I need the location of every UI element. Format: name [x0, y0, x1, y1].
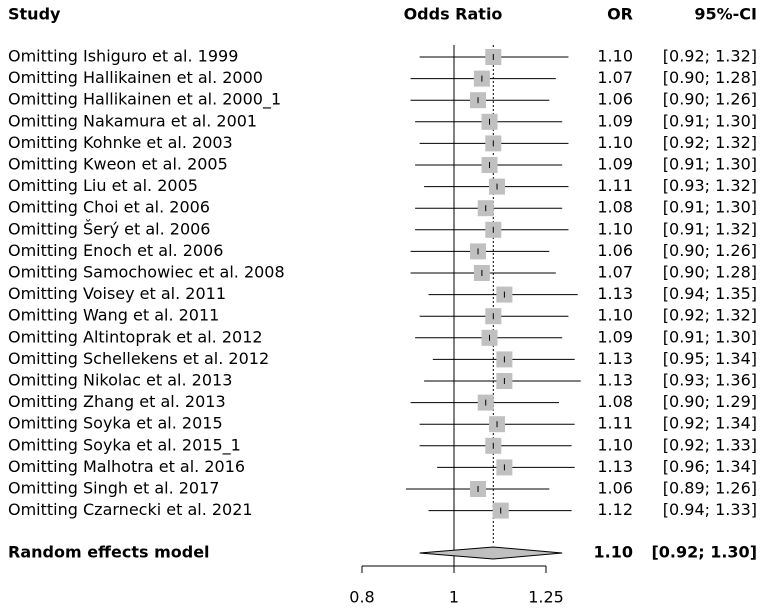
study-label: Omitting Samochowiec et al. 2008 [8, 263, 285, 282]
ci-label: [0.91; 1.30] [663, 155, 757, 174]
summary-ci: [0.92; 1.30] [651, 543, 757, 562]
study-label: Omitting Malhotra et al. 2016 [8, 457, 245, 476]
ci-label: [0.96; 1.34] [663, 457, 757, 476]
study-label: Omitting Kohnke et al. 2003 [8, 133, 233, 152]
summary-or: 1.10 [594, 543, 633, 562]
ci-label: [0.94; 1.35] [663, 284, 757, 303]
ci-label: [0.91; 1.32] [663, 219, 757, 238]
or-label: 1.13 [597, 349, 633, 368]
ci-label: [0.90; 1.28] [663, 68, 757, 87]
or-label: 1.06 [597, 479, 633, 498]
or-label: 1.09 [597, 155, 633, 174]
summary-diamond [419, 546, 563, 560]
study-label: Omitting Šerý et al. 2006 [8, 219, 210, 238]
study-label: Omitting Soyka et al. 2015_1 [8, 435, 241, 455]
study-label: Omitting Hallikainen et al. 2000_1 [8, 90, 281, 110]
or-label: 1.07 [597, 68, 633, 87]
x-tick-label: 0.8 [349, 588, 374, 607]
or-label: 1.09 [597, 327, 633, 346]
or-label: 1.10 [597, 47, 633, 66]
or-label: 1.13 [597, 371, 633, 390]
study-label: Omitting Enoch et al. 2006 [8, 241, 223, 260]
or-label: 1.08 [597, 392, 633, 411]
x-tick-label: 1 [449, 588, 459, 607]
study-label: Omitting Czarnecki et al. 2021 [8, 500, 253, 519]
or-label: 1.10 [597, 435, 633, 454]
or-label: 1.08 [597, 198, 633, 217]
or-label: 1.10 [597, 306, 633, 325]
study-label: Omitting Zhang et al. 2013 [8, 392, 226, 411]
ci-label: [0.93; 1.36] [663, 371, 757, 390]
or-label: 1.10 [597, 219, 633, 238]
study-label: Omitting Kweon et al. 2005 [8, 155, 228, 174]
study-label: Omitting Wang et al. 2011 [8, 306, 219, 325]
ci-label: [0.95; 1.34] [663, 349, 757, 368]
ci-label: [0.91; 1.30] [663, 327, 757, 346]
or-label: 1.09 [597, 111, 633, 130]
study-label: Omitting Soyka et al. 2015 [8, 414, 223, 433]
study-label: Omitting Singh et al. 2017 [8, 479, 219, 498]
ci-label: [0.90; 1.29] [663, 392, 757, 411]
ci-label: [0.91; 1.30] [663, 198, 757, 217]
or-label: 1.11 [597, 176, 633, 195]
summary-label: Random effects model [8, 543, 210, 562]
or-label: 1.12 [597, 500, 633, 519]
ci-label: [0.90; 1.28] [663, 263, 757, 282]
study-label: Omitting Altintoprak et al. 2012 [8, 327, 263, 346]
ci-label: [0.93; 1.32] [663, 176, 757, 195]
or-label: 1.10 [597, 133, 633, 152]
ci-label: [0.92; 1.32] [663, 306, 757, 325]
header-or: OR [607, 5, 633, 24]
or-label: 1.11 [597, 414, 633, 433]
ci-label: [0.91; 1.30] [663, 111, 757, 130]
study-label: Omitting Liu et al. 2005 [8, 176, 198, 195]
study-label: Omitting Voisey et al. 2011 [8, 284, 226, 303]
study-label: Omitting Ishiguro et al. 1999 [8, 47, 238, 66]
or-label: 1.13 [597, 457, 633, 476]
header-axis: Odds Ratio [404, 5, 503, 24]
or-label: 1.13 [597, 284, 633, 303]
header-study: Study [8, 5, 61, 24]
study-label: Omitting Schellekens et al. 2012 [8, 349, 269, 368]
study-label: Omitting Nakamura et al. 2001 [8, 111, 257, 130]
or-label: 1.06 [597, 90, 633, 109]
ci-label: [0.92; 1.33] [663, 435, 757, 454]
ci-label: [0.90; 1.26] [663, 241, 757, 260]
x-tick-label: 1.25 [528, 588, 564, 607]
ci-label: [0.90; 1.26] [663, 90, 757, 109]
study-label: Omitting Choi et al. 2006 [8, 198, 210, 217]
study-label: Omitting Nikolac et al. 2013 [8, 371, 232, 390]
ci-label: [0.89; 1.26] [663, 479, 757, 498]
ci-label: [0.92; 1.32] [663, 47, 757, 66]
ci-label: [0.92; 1.32] [663, 133, 757, 152]
or-label: 1.06 [597, 241, 633, 260]
ci-label: [0.92; 1.34] [663, 414, 757, 433]
header-ci: 95%-CI [694, 5, 757, 24]
study-label: Omitting Hallikainen et al. 2000 [8, 68, 263, 87]
or-label: 1.07 [597, 263, 633, 282]
ci-label: [0.94; 1.33] [663, 500, 757, 519]
